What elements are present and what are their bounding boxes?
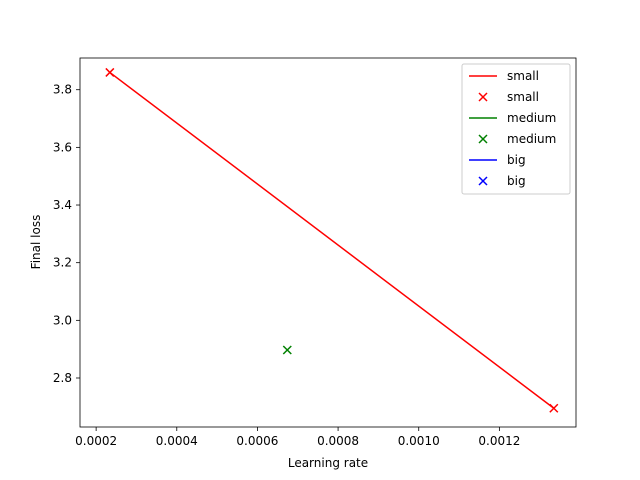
legend-marker-swatch [478,134,488,144]
x-tick-label: 0.0010 [398,434,440,448]
x-tick-label: 0.0004 [156,434,198,448]
y-tick-label: 3.4 [53,198,72,212]
x-tick-label: 0.0002 [75,434,117,448]
y-axis-label: Final loss [29,215,43,270]
x-axis-label: Learning rate [288,456,368,470]
y-tick-label: 3.2 [53,256,72,270]
legend-marker-swatch [478,92,488,102]
data-point-small [105,67,115,77]
axes-frame [79,57,577,428]
plot-area: 0.0002 0.0004 0.0006 0.0008 0.0010 0.0012 2.8 3… [53,57,577,448]
legend-label: big [507,174,526,188]
legend-marker-swatch [478,176,488,186]
y-tick-label: 3.8 [53,83,72,97]
legend-label: medium [507,111,556,125]
legend: small small medium medium big big [461,63,571,195]
series-line-small [109,71,555,409]
legend-box [461,63,571,195]
x-tick-label: 0.0012 [478,434,520,448]
x-tick-label: 0.0006 [236,434,278,448]
x-tick-label: 0.0008 [317,434,359,448]
y-tick-label: 2.8 [53,371,72,385]
data-point-medium [282,345,292,355]
legend-label: small [507,90,539,104]
y-tick-label: 3.6 [53,140,72,154]
data-point-small [549,403,559,413]
legend-label: small [507,69,539,83]
y-tick-label: 3.0 [53,313,72,327]
legend-label: big [507,153,526,167]
legend-label: medium [507,132,556,146]
